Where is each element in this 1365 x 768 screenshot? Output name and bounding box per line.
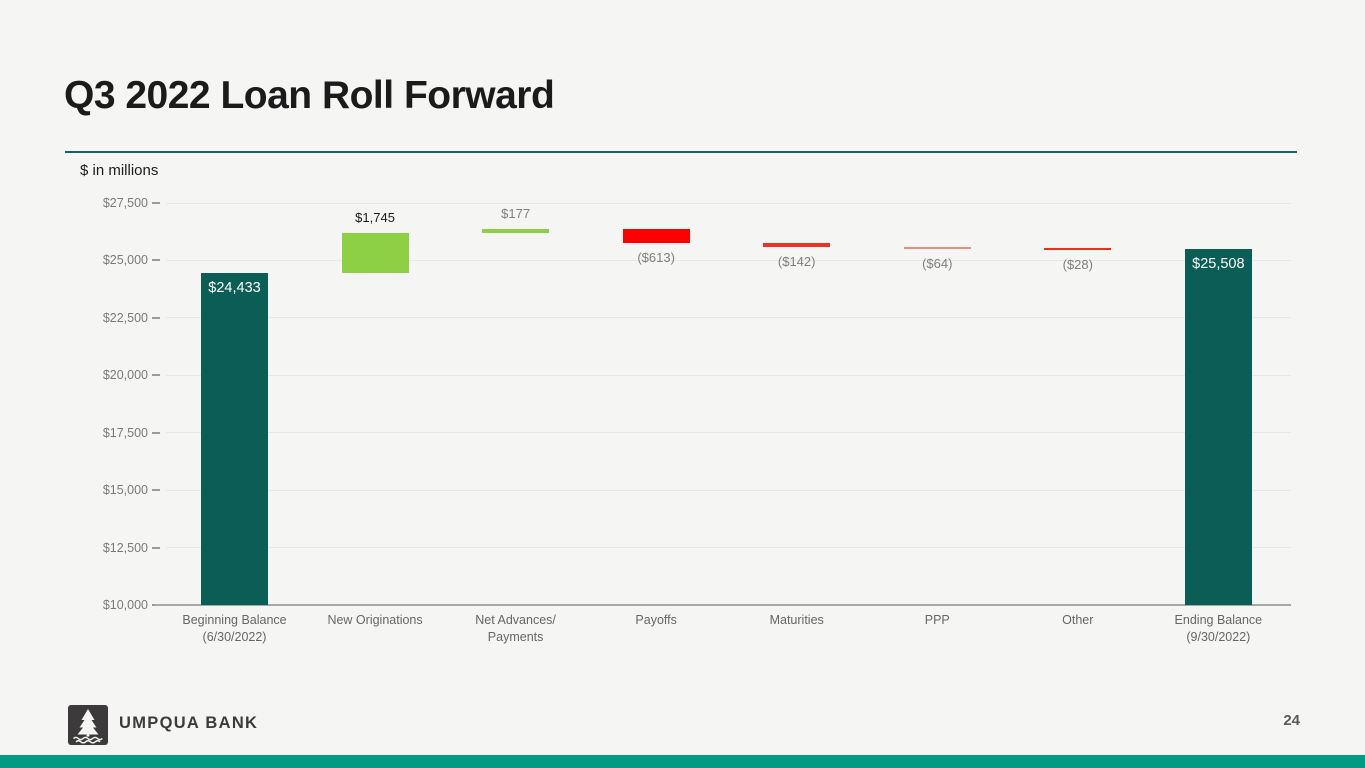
y-tick-label: $17,500: [102, 425, 148, 440]
bar-value-label: $177: [501, 206, 531, 222]
title-divider: [65, 151, 1297, 153]
waterfall-bar: [201, 273, 268, 605]
brand-name: UMPQUA BANK: [119, 714, 259, 732]
bar-value-label: ($64): [922, 255, 953, 271]
grid-line: [166, 317, 1291, 319]
x-axis-baseline: [155, 604, 1291, 606]
bar-value-label: ($28): [1062, 257, 1093, 273]
bar-value-label: $1,745: [355, 210, 395, 226]
x-category-label: Beginning Balance (6/30/2022): [182, 613, 287, 644]
bar-value-label: ($613): [637, 250, 675, 266]
bar-value-label: ($142): [777, 253, 816, 269]
y-tick-label: $27,500: [102, 196, 148, 210]
y-tick-mark: [152, 316, 160, 319]
x-category-label: New Originations: [327, 613, 423, 627]
y-tick-mark: [152, 259, 160, 262]
y-tick-label: $12,500: [102, 540, 148, 555]
page-number: 24: [1283, 712, 1300, 729]
y-tick-label: $22,500: [102, 310, 148, 325]
waterfall-bar: [903, 246, 971, 249]
grid-line: [166, 432, 1291, 434]
grid-line: [166, 374, 1291, 376]
grid-line: [166, 259, 1291, 261]
waterfall-bar: [482, 229, 550, 234]
x-category-label: PPP: [924, 613, 950, 627]
waterfall-bar: [1044, 248, 1112, 251]
x-category-label: Payoffs: [635, 613, 677, 627]
units-note: $ in millions: [80, 162, 159, 179]
grid-line: [166, 202, 1291, 204]
waterfall-bar: [341, 233, 409, 274]
y-tick-label: $15,000: [102, 483, 148, 498]
x-category-label: Ending Balance (9/30/2022): [1174, 613, 1263, 644]
waterfall-bar: [763, 243, 831, 247]
y-tick-mark: [152, 546, 160, 549]
y-tick-mark: [152, 374, 160, 377]
grid-line: [166, 489, 1291, 491]
y-tick-mark: [152, 489, 160, 492]
umpqua-bank-logo-icon: [68, 705, 108, 745]
bar-value-label: $24,433: [208, 280, 261, 297]
grid-line: [166, 547, 1291, 549]
bottom-accent-bar: [0, 755, 1365, 768]
x-category-label: Maturities: [769, 613, 824, 627]
y-tick-mark: [152, 202, 160, 204]
waterfall-bar: [1184, 248, 1252, 605]
y-tick-label: $10,000: [102, 598, 148, 612]
y-tick-mark: [152, 431, 160, 434]
waterfall-bar: [622, 229, 690, 244]
bar-value-label: $25,508: [1192, 255, 1245, 272]
x-category-label: Other: [1062, 613, 1094, 627]
y-tick-label: $20,000: [102, 368, 148, 383]
slide-title: Q3 2022 Loan Roll Forward: [64, 74, 555, 117]
x-category-label: Net Advances/Payments: [475, 613, 556, 644]
y-tick-label: $25,000: [102, 253, 148, 268]
